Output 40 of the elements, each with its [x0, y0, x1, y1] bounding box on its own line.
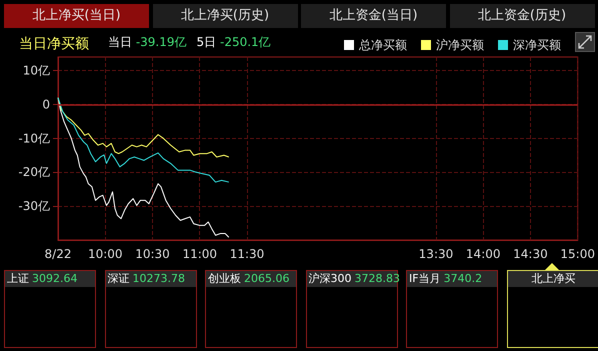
text: 北上净买(当日) [4, 4, 149, 28]
chart-title: 当日净买额 [19, 36, 89, 52]
text: 创业板 [208, 272, 241, 285]
text: 3728.83 [354, 272, 400, 285]
text: 2065.06 [244, 272, 290, 285]
text: 5日 [196, 35, 216, 49]
text: 10273.78 [132, 272, 185, 285]
y-tick-label: -10亿 [18, 131, 50, 146]
text: -39.19亿 [136, 35, 187, 49]
x-tick-label: 15:00 [560, 247, 596, 261]
legend-label: 深净买额 [513, 38, 561, 52]
x-tick-label: 10:30 [135, 247, 170, 261]
text: 北上净买 [532, 272, 576, 285]
x-tick-label: 14:00 [466, 247, 501, 261]
text: IF当月 [409, 272, 441, 285]
line-series [58, 97, 230, 183]
text: 北上净买(历史) [152, 4, 298, 28]
y-tick-label: -20亿 [18, 165, 50, 180]
x-tick-label: 14:30 [513, 247, 548, 261]
text: 3092.64 [32, 272, 78, 285]
y-tick-label: 10亿 [22, 64, 50, 78]
x-tick-label: 11:30 [230, 247, 264, 261]
legend-label: 沪净买额 [436, 38, 484, 52]
x-tick-label: 10:00 [88, 247, 123, 261]
text: 北上资金(历史) [450, 4, 594, 28]
y-tick-label: 0 [42, 97, 50, 112]
x-tick-label: 11:00 [182, 247, 218, 261]
x-tick-label: 13:30 [418, 247, 454, 261]
y-tick-label: -30亿 [18, 199, 50, 214]
text: 3740.2 [444, 272, 482, 285]
line-series [58, 97, 230, 158]
x-tick-label: 8/22 [44, 247, 72, 261]
text: 北上资金(当日) [301, 4, 446, 28]
text: 深证 [108, 272, 130, 285]
line-series [58, 97, 230, 238]
text: 当日 [108, 35, 132, 49]
text: -250.1亿 [220, 35, 271, 49]
text: 上证 [7, 272, 29, 285]
legend-label: 总净买额 [358, 38, 407, 52]
text: 沪深300 [308, 272, 352, 285]
